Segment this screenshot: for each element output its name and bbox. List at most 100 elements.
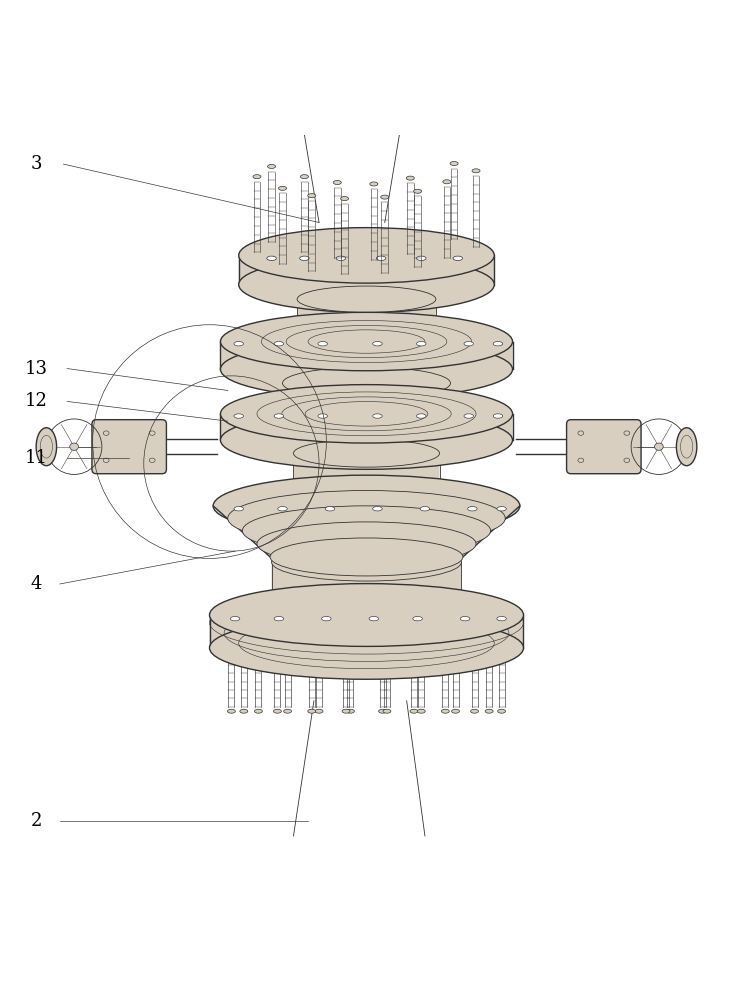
Ellipse shape — [464, 414, 474, 418]
Ellipse shape — [315, 709, 323, 713]
Ellipse shape — [410, 709, 418, 713]
Ellipse shape — [417, 709, 425, 713]
Ellipse shape — [655, 443, 663, 450]
Ellipse shape — [273, 709, 281, 713]
Ellipse shape — [308, 709, 316, 713]
Ellipse shape — [293, 439, 440, 467]
Ellipse shape — [493, 342, 503, 346]
Ellipse shape — [228, 491, 505, 546]
Ellipse shape — [274, 342, 284, 346]
Polygon shape — [257, 544, 476, 576]
Text: 2: 2 — [31, 812, 42, 830]
Ellipse shape — [230, 616, 240, 621]
Ellipse shape — [379, 709, 386, 713]
Ellipse shape — [300, 256, 309, 260]
Ellipse shape — [413, 189, 421, 193]
Text: 4: 4 — [31, 575, 42, 593]
Ellipse shape — [372, 414, 382, 418]
Ellipse shape — [271, 598, 462, 636]
Ellipse shape — [464, 342, 474, 346]
Ellipse shape — [210, 584, 523, 646]
Ellipse shape — [234, 507, 243, 511]
Text: 12: 12 — [25, 392, 48, 410]
Ellipse shape — [278, 507, 287, 511]
Text: 13: 13 — [25, 360, 48, 378]
Ellipse shape — [210, 616, 523, 679]
Ellipse shape — [297, 286, 436, 312]
Ellipse shape — [227, 709, 235, 713]
Ellipse shape — [578, 458, 583, 462]
Ellipse shape — [441, 709, 449, 713]
Ellipse shape — [284, 709, 292, 713]
Ellipse shape — [270, 538, 463, 576]
Ellipse shape — [460, 616, 470, 621]
Polygon shape — [221, 342, 512, 398]
Ellipse shape — [70, 443, 78, 450]
Text: 11: 11 — [25, 449, 48, 467]
Ellipse shape — [376, 256, 386, 260]
Ellipse shape — [103, 458, 109, 462]
Ellipse shape — [406, 176, 414, 180]
Ellipse shape — [301, 175, 309, 179]
Ellipse shape — [221, 385, 512, 443]
Ellipse shape — [472, 169, 480, 173]
Ellipse shape — [271, 543, 462, 581]
Ellipse shape — [471, 709, 479, 713]
Polygon shape — [243, 531, 490, 566]
Ellipse shape — [308, 194, 316, 198]
Polygon shape — [213, 506, 520, 546]
Polygon shape — [228, 518, 505, 555]
Polygon shape — [293, 453, 440, 508]
Ellipse shape — [380, 195, 388, 199]
Ellipse shape — [253, 175, 261, 179]
Ellipse shape — [213, 475, 520, 537]
Ellipse shape — [36, 428, 56, 466]
Ellipse shape — [578, 431, 583, 435]
Ellipse shape — [413, 616, 422, 621]
Ellipse shape — [325, 507, 335, 511]
Ellipse shape — [383, 709, 391, 713]
Ellipse shape — [372, 507, 382, 511]
Polygon shape — [297, 299, 436, 356]
Ellipse shape — [341, 197, 349, 201]
Ellipse shape — [254, 709, 262, 713]
Ellipse shape — [342, 709, 350, 713]
Ellipse shape — [240, 709, 248, 713]
Ellipse shape — [369, 182, 377, 186]
Ellipse shape — [497, 507, 507, 511]
Ellipse shape — [221, 411, 512, 469]
Ellipse shape — [624, 458, 630, 462]
Ellipse shape — [243, 506, 490, 555]
Ellipse shape — [453, 256, 463, 260]
Ellipse shape — [485, 709, 493, 713]
Ellipse shape — [322, 616, 331, 621]
Polygon shape — [271, 562, 462, 636]
Ellipse shape — [347, 709, 354, 713]
Ellipse shape — [450, 162, 458, 166]
Ellipse shape — [369, 616, 378, 621]
Ellipse shape — [336, 256, 346, 260]
Ellipse shape — [279, 186, 287, 190]
Polygon shape — [239, 255, 494, 312]
Text: 3: 3 — [31, 155, 43, 173]
Ellipse shape — [150, 431, 155, 435]
Ellipse shape — [318, 414, 328, 418]
Ellipse shape — [274, 616, 284, 621]
Ellipse shape — [282, 367, 451, 399]
Ellipse shape — [221, 312, 512, 371]
Ellipse shape — [221, 340, 512, 398]
Ellipse shape — [282, 398, 451, 430]
Ellipse shape — [103, 431, 109, 435]
FancyBboxPatch shape — [92, 420, 166, 474]
Ellipse shape — [677, 428, 697, 466]
Ellipse shape — [498, 709, 506, 713]
Ellipse shape — [293, 480, 440, 508]
Ellipse shape — [334, 180, 342, 185]
Ellipse shape — [420, 507, 430, 511]
Ellipse shape — [468, 507, 477, 511]
Polygon shape — [282, 383, 451, 430]
Ellipse shape — [274, 414, 284, 418]
Ellipse shape — [318, 342, 328, 346]
Ellipse shape — [416, 342, 426, 346]
Ellipse shape — [452, 709, 460, 713]
